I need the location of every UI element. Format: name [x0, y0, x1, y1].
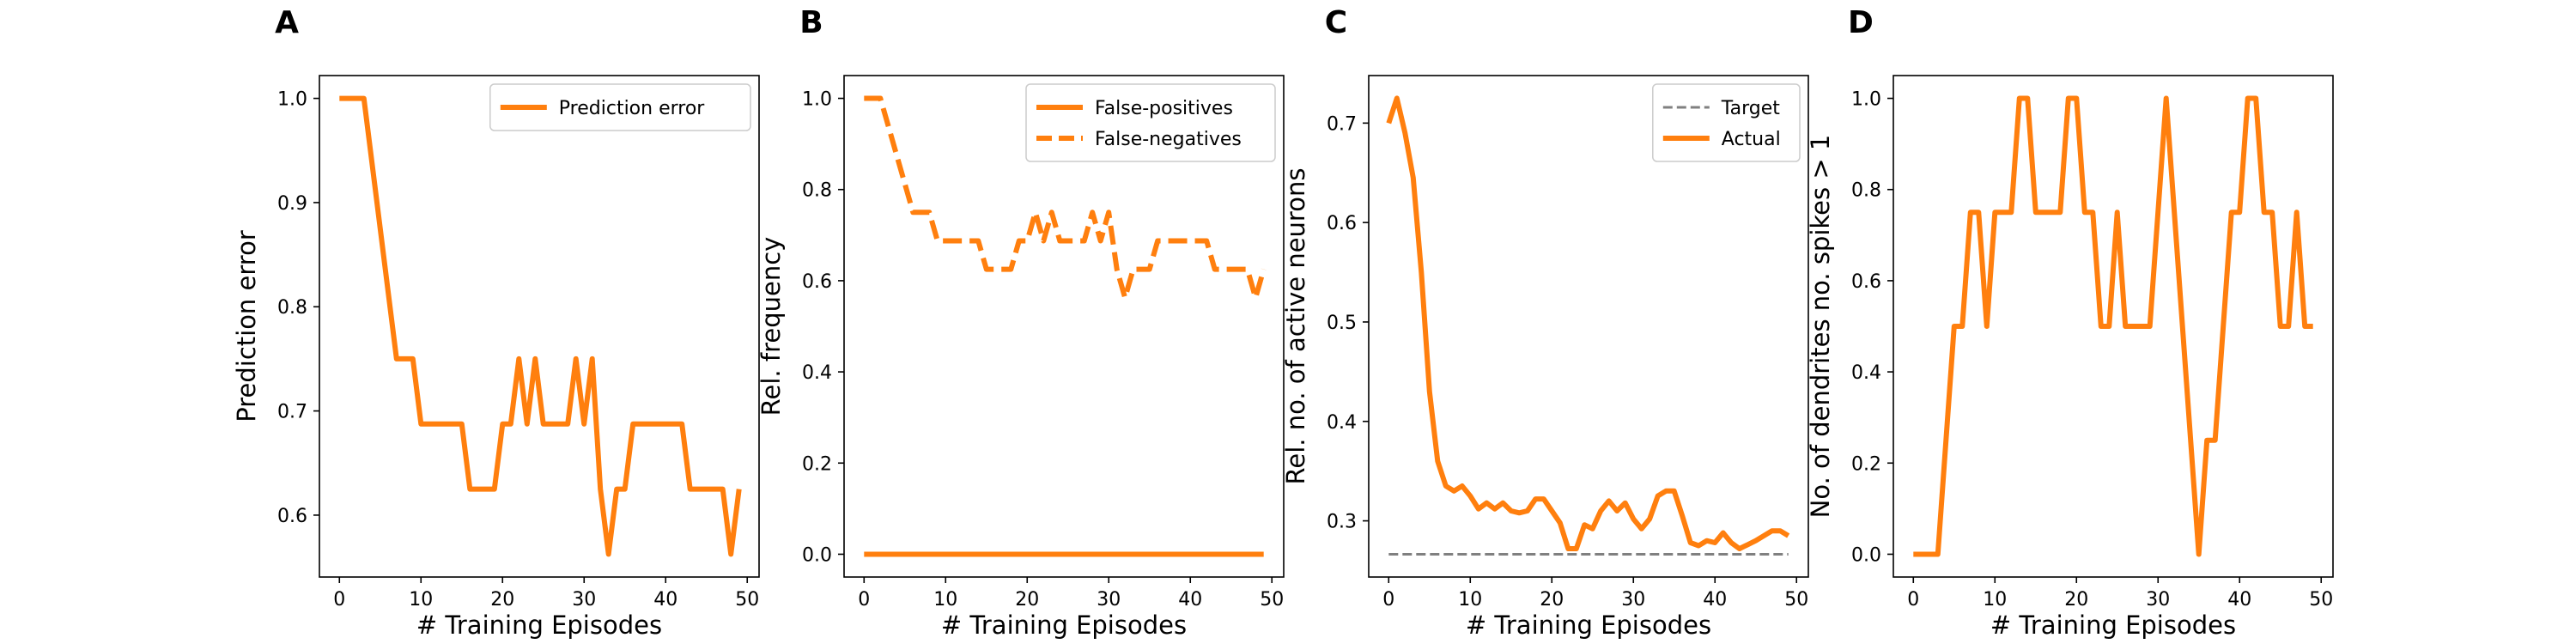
axes-frame [319, 75, 760, 578]
axes-frame [1893, 75, 2334, 578]
x-tick-label: 10 [1458, 589, 1482, 611]
x-tick-label: 0 [333, 589, 345, 611]
x-tick-label: 40 [2227, 589, 2251, 611]
x-tick-label: 30 [2146, 589, 2170, 611]
legend-label: False-negatives [1095, 129, 1242, 150]
x-tick-label: 20 [1015, 589, 1039, 611]
legend-box [489, 83, 751, 131]
y-tick-label: 1.0 [1851, 89, 1881, 111]
panel-label: B [799, 5, 823, 40]
x-tick-label: 50 [1260, 589, 1284, 611]
legend-box [1025, 83, 1276, 162]
x-tick-label: 10 [933, 589, 957, 611]
x-tick-label: 0 [1907, 589, 1919, 611]
chart-panel-b: B 0 10 20 30 40 50 0.0 0.2 0.4 0.6 0.8 1.0 # Training… [756, 5, 1285, 640]
chart-panel-a: A 0 10 20 30 40 50 0.6 0.7 0.8 0.9 1.0 # Training Ep… [232, 5, 760, 640]
panel-label: C [1325, 5, 1347, 40]
y-tick-label: 0.4 [1851, 362, 1881, 384]
y-tick-label: 0.6 [802, 271, 832, 293]
y-tick-label: 0.6 [1851, 271, 1881, 293]
x-tick-label: 0 [1382, 589, 1394, 611]
y-tick-label: 0.3 [1327, 512, 1357, 533]
y-tick-label: 0.2 [802, 453, 832, 475]
y-tick-label: 0.6 [277, 506, 307, 527]
x-axis-title: # Training Episodes [941, 611, 1187, 640]
x-axis-title: # Training Episodes [416, 611, 662, 640]
x-tick-label: 50 [2309, 589, 2333, 611]
legend: Prediction error [489, 83, 751, 131]
y-tick-label: 0.0 [802, 544, 832, 566]
y-tick-label: 0.4 [1327, 412, 1357, 434]
legend-label: False-positives [1095, 98, 1233, 119]
x-tick-label: 50 [735, 589, 759, 611]
legend-label: Actual [1722, 129, 1781, 150]
x-tick-label: 50 [1784, 589, 1808, 611]
x-tick-label: 40 [1703, 589, 1727, 611]
legend: Target Actual [1652, 83, 1801, 162]
y-tick-label: 1.0 [277, 89, 307, 111]
x-tick-label: 30 [1621, 589, 1645, 611]
legend: False-positives False-negatives [1025, 83, 1276, 162]
legend-label: Prediction error [559, 98, 705, 119]
x-axis-title: # Training Episodes [1990, 611, 2236, 640]
y-tick-label: 0.8 [802, 180, 832, 202]
panel-label: A [275, 5, 299, 40]
y-tick-label: 0.7 [1327, 113, 1357, 135]
chart-panel-c: C 0 10 20 30 40 50 0.3 0.4 0.5 0.6 0.7 # Training Ep… [1281, 5, 1809, 640]
chart-panel-d: D 0 10 20 30 40 50 0.0 0.2 0.4 0.6 0.8 1.0 # Training… [1806, 5, 2334, 640]
x-tick-label: 30 [572, 589, 596, 611]
y-axis-title: Prediction error [232, 230, 261, 422]
x-tick-label: 20 [2064, 589, 2088, 611]
y-tick-label: 1.0 [802, 89, 832, 111]
series-line-prediction-error [339, 95, 742, 557]
y-tick-label: 0.0 [1851, 544, 1881, 566]
panel-label: D [1848, 5, 1874, 40]
x-tick-label: 30 [1097, 589, 1121, 611]
y-axis-title: Rel. frequency [756, 237, 786, 416]
x-axis-title: # Training Episodes [1466, 611, 1711, 640]
axes-frame [843, 75, 1285, 578]
x-tick-label: 40 [653, 589, 677, 611]
y-tick-label: 0.5 [1327, 313, 1357, 334]
y-tick-label: 0.6 [1327, 213, 1357, 234]
y-tick-label: 0.4 [802, 362, 832, 384]
y-axis-title: Rel. no. of active neurons [1281, 168, 1310, 485]
legend-label: Target [1721, 98, 1780, 119]
y-tick-label: 0.2 [1851, 453, 1881, 475]
x-tick-label: 10 [409, 589, 433, 611]
y-tick-label: 0.8 [1851, 180, 1881, 202]
y-tick-label: 0.8 [277, 297, 307, 319]
legend-box [1652, 83, 1801, 162]
series-line-actual [1386, 95, 1790, 551]
x-tick-label: 10 [1983, 589, 2007, 611]
y-tick-label: 0.7 [277, 402, 307, 423]
y-tick-label: 0.9 [277, 193, 307, 215]
series-line-line-0 [1913, 95, 2313, 557]
x-tick-label: 20 [490, 589, 514, 611]
x-tick-label: 0 [858, 589, 870, 611]
x-tick-label: 20 [1540, 589, 1564, 611]
x-tick-label: 40 [1178, 589, 1202, 611]
y-axis-title: No. of dendrites no. spikes > 1 [1806, 135, 1835, 519]
axes-frame [1368, 75, 1809, 578]
series-line-false-negatives [864, 95, 1267, 301]
